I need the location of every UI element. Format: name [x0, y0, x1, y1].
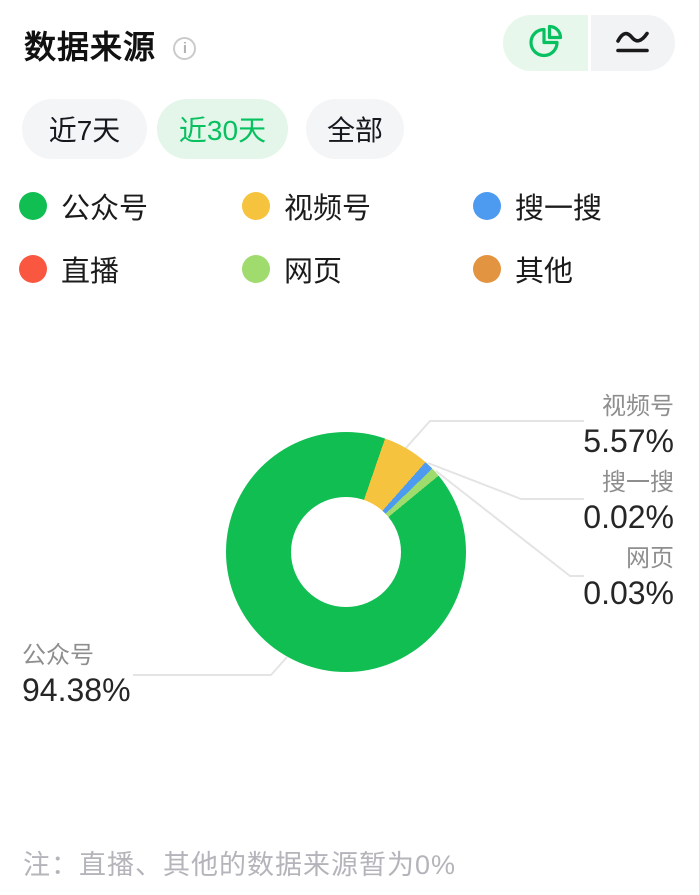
- callout-wangye: 网页 0.03%: [583, 544, 674, 611]
- panel-header: 数据来源 i: [24, 15, 675, 78]
- legend-dot: [242, 255, 270, 283]
- callout-value: 94.38%: [22, 672, 131, 708]
- legend-row: 公众号 视频号 搜一搜: [19, 185, 602, 227]
- footnote: 注：直播、其他的数据来源暂为0%: [23, 850, 457, 880]
- legend-dot: [473, 255, 501, 283]
- filter-last-7-days[interactable]: 近7天: [22, 99, 147, 159]
- info-icon[interactable]: i: [173, 36, 197, 60]
- legend-item-souyisou[interactable]: 搜一搜: [473, 185, 602, 227]
- legend-dot: [19, 192, 47, 220]
- legend-label: 其他: [515, 256, 574, 288]
- legend-label: 视频号: [284, 193, 372, 225]
- legend-label: 公众号: [61, 193, 149, 225]
- callout-value: 0.02%: [583, 499, 674, 535]
- callout-label: 视频号: [602, 393, 674, 420]
- legend-label: 网页: [284, 256, 343, 288]
- pie-chart-icon: [527, 23, 564, 63]
- callout-value: 5.57%: [583, 423, 674, 459]
- view-toggle: [503, 15, 675, 71]
- chart-legend: 公众号 视频号 搜一搜 直播 网页 其他: [19, 188, 602, 314]
- line-chart-icon: [615, 28, 650, 59]
- callout-label: 搜一搜: [602, 469, 674, 496]
- legend-dot: [473, 192, 501, 220]
- legend-label: 直播: [61, 256, 120, 288]
- filter-all[interactable]: 全部: [306, 99, 405, 159]
- callout-gongzhonghao: 公众号 94.38%: [22, 641, 131, 708]
- filter-last-30-days[interactable]: 近30天: [157, 99, 288, 159]
- pie-view-button[interactable]: [503, 15, 588, 71]
- callout-label: 网页: [626, 545, 674, 572]
- callout-value: 0.03%: [583, 575, 674, 611]
- legend-item-shipinhao[interactable]: 视频号: [242, 185, 473, 227]
- legend-item-wangye[interactable]: 网页: [242, 248, 473, 290]
- legend-item-qita[interactable]: 其他: [473, 248, 573, 290]
- legend-label: 搜一搜: [515, 193, 603, 225]
- donut-hole: [291, 497, 401, 607]
- callout-souyisou: 搜一搜 0.02%: [583, 468, 674, 535]
- page-title: 数据来源: [24, 29, 157, 65]
- legend-dot: [242, 192, 270, 220]
- legend-dot: [19, 255, 47, 283]
- donut-ring[interactable]: [226, 432, 466, 672]
- legend-row: 直播 网页 其他: [19, 248, 602, 290]
- trend-view-button[interactable]: [587, 15, 675, 71]
- callout-shipinhao: 视频号 5.57%: [583, 392, 674, 459]
- legend-item-gongzhonghao[interactable]: 公众号: [19, 185, 242, 227]
- legend-item-zhibo[interactable]: 直播: [19, 248, 242, 290]
- callout-label: 公众号: [22, 642, 94, 669]
- time-range-filter: 近7天 近30天 全部: [22, 99, 405, 159]
